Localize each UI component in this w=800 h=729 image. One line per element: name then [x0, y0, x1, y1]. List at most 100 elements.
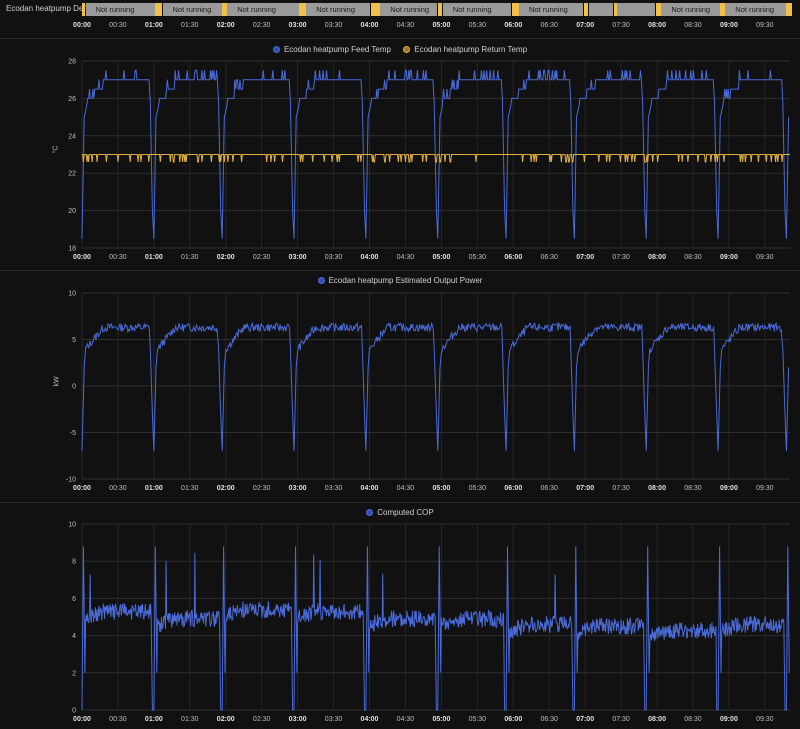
x-tick-label: 01:30 — [181, 716, 199, 723]
defrost-not-running-segment[interactable]: Not running — [227, 3, 299, 16]
x-tick-label: 00:00 — [73, 254, 91, 261]
x-tick-label: 06:00 — [504, 485, 522, 492]
defrost-running-segment[interactable] — [613, 3, 617, 16]
y-tick-label: 10 — [68, 522, 76, 529]
defrost-running-segment[interactable] — [437, 3, 443, 16]
defrost-running-segment[interactable] — [583, 3, 589, 16]
defrost-not-running-segment[interactable]: Not running — [725, 3, 786, 16]
grid — [81, 292, 790, 480]
defrost-timeline-label: Ecodan heatpump Defrost — [6, 4, 99, 13]
series-line-1[interactable] — [81, 546, 790, 711]
defrost-running-segment[interactable] — [786, 3, 792, 16]
x-tick-label: 02:00 — [216, 22, 235, 29]
x-tick-label: 05:30 — [469, 254, 487, 261]
x-tick-label: 04:00 — [360, 22, 379, 29]
defrost-not-running-segment[interactable]: Not running — [162, 3, 222, 16]
defrost-running-segment[interactable] — [299, 3, 306, 16]
x-tick-label: 04:30 — [397, 716, 415, 723]
y-tick-label: -10 — [66, 477, 76, 484]
power-chart: Ecodan heatpump Estimated Output Power k… — [0, 272, 800, 500]
x-tick-label: 00:00 — [73, 716, 91, 723]
defrost-not-running-segment[interactable] — [617, 3, 656, 16]
x-tick-label: 03:00 — [289, 716, 307, 723]
legend-item-cop[interactable]: Computed COP — [366, 508, 434, 517]
legend-dot-icon — [272, 46, 280, 53]
legend-label: Ecodan heatpump Return Temp — [414, 45, 528, 54]
x-tick-label: 02:30 — [252, 22, 271, 29]
x-tick-label: 00:30 — [109, 22, 127, 29]
x-tick-label: 02:30 — [253, 485, 271, 492]
legend-label: Ecodan heatpump Feed Temp — [283, 45, 391, 54]
defrost-not-running-segment[interactable]: Not running — [306, 3, 371, 16]
defrost-running-segment[interactable] — [82, 3, 86, 16]
x-tick-label: 00:30 — [109, 485, 127, 492]
series-line-2[interactable] — [82, 154, 790, 163]
defrost-not-running-segment[interactable]: Not running — [442, 3, 512, 16]
defrost-timeline-bar[interactable]: Not running Not running Not running Not run… — [82, 3, 792, 16]
defrost-not-running-segment[interactable]: Not running — [519, 3, 584, 16]
defrost-not-running-segment[interactable]: Not running — [661, 3, 720, 16]
x-tick-label: 03:30 — [325, 254, 343, 261]
y-tick-label: 24 — [68, 133, 76, 140]
legend-item-feed-temp[interactable]: Ecodan heatpump Feed Temp — [272, 45, 391, 54]
power-chart-legend: Ecodan heatpump Estimated Output Power — [0, 276, 800, 286]
segment-label: Not running — [735, 5, 775, 14]
x-tick-label: 07:30 — [612, 22, 630, 29]
x-tick-label: 00:30 — [109, 716, 127, 723]
x-tick-label: 07:00 — [576, 485, 594, 492]
series-line-1[interactable] — [81, 321, 790, 452]
x-tick-label: 01:30 — [181, 22, 199, 29]
x-tick-label: 04:30 — [397, 254, 415, 261]
y-tick-label: 22 — [68, 171, 76, 178]
x-tick-label: 04:30 — [397, 485, 415, 492]
defrost-running-segment[interactable] — [720, 3, 725, 16]
defrost-not-running-segment[interactable]: Not running — [380, 3, 438, 16]
x-tick-label: 06:30 — [540, 485, 558, 492]
x-tick-label: 09:30 — [756, 485, 774, 492]
legend-item-return-temp[interactable]: Ecodan heatpump Return Temp — [403, 45, 527, 54]
defrost-running-segment[interactable] — [222, 3, 227, 16]
legend-dot-icon — [317, 277, 325, 284]
power-plot[interactable]: -10 -5 0 5 10 00:00 00:30 01:00 01:30 02:00 02:30 0… — [0, 272, 800, 500]
x-tick-label: 09:30 — [756, 254, 774, 261]
x-tick-label: 06:30 — [540, 254, 558, 261]
series-line-1[interactable] — [81, 69, 790, 239]
x-tick-label: 06:30 — [540, 22, 558, 29]
x-tick-label: 04:00 — [361, 485, 379, 492]
segment-label: Not running — [390, 5, 430, 14]
y-tick-label: 26 — [68, 96, 76, 103]
x-tick-label: 09:00 — [719, 22, 738, 29]
legend-item-output-power[interactable]: Ecodan heatpump Estimated Output Power — [317, 276, 482, 285]
x-tick-label: 05:30 — [469, 485, 487, 492]
segment-label: Not running — [316, 5, 356, 14]
x-tick-label: 05:00 — [432, 254, 450, 261]
x-tick-label: 07:00 — [576, 22, 595, 29]
x-tick-label: 09:00 — [720, 254, 738, 261]
y-tick-label: 2 — [72, 670, 76, 677]
temperature-plot[interactable]: 18 20 22 24 26 28 00:00 00:30 01:00 01:30 02:00 02:… — [0, 40, 800, 268]
legend-label: Computed COP — [377, 508, 434, 517]
defrost-running-segment[interactable] — [655, 3, 661, 16]
cop-chart: Computed COP 0 2 4 6 8 10 00:00 00:30 01:00 01:30… — [0, 504, 800, 729]
y-tick-label: 8 — [72, 559, 76, 566]
x-tick-label: 02:00 — [217, 716, 235, 723]
x-tick-label: 08:30 — [684, 22, 702, 29]
cop-plot[interactable]: 0 2 4 6 8 10 00:00 00:30 01:00 01:30 02:00 02:30 03:… — [0, 504, 800, 729]
defrost-not-running-segment[interactable]: Not running — [85, 3, 155, 16]
x-tick-label: 00:00 — [73, 485, 91, 492]
x-tick-label: 00:00 — [73, 22, 91, 29]
defrost-running-segment[interactable] — [155, 3, 162, 16]
temperature-chart: Ecodan heatpump Feed Temp Ecodan heatpum… — [0, 40, 800, 268]
x-tick-label: 04:30 — [396, 22, 415, 29]
x-tick-label: 06:30 — [540, 716, 558, 723]
y-tick-label: 4 — [72, 633, 76, 640]
x-tick-label: 05:00 — [432, 716, 450, 723]
segment-label: Not running — [172, 5, 212, 14]
x-tick-label: 03:00 — [289, 485, 307, 492]
legend-dot-icon — [403, 46, 411, 53]
defrost-running-segment[interactable] — [370, 3, 380, 16]
defrost-not-running-segment[interactable] — [588, 3, 614, 16]
segment-label: Not running — [671, 5, 711, 14]
x-tick-label: 07:00 — [576, 254, 594, 261]
defrost-running-segment[interactable] — [511, 3, 519, 16]
